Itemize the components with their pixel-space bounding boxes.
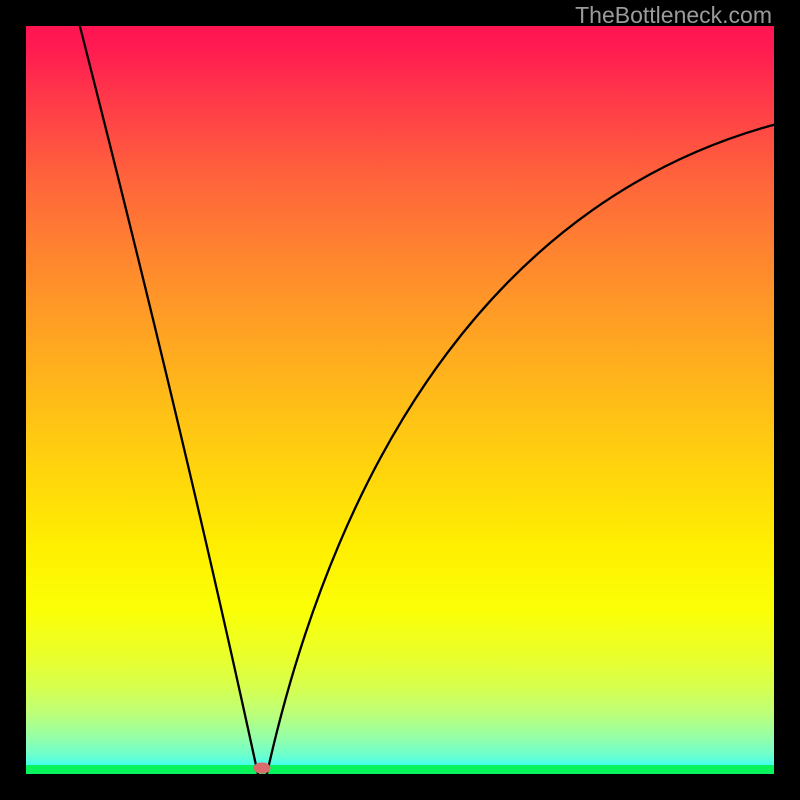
watermark-text: TheBottleneck.com	[575, 2, 772, 29]
chart-stage: TheBottleneck.com	[0, 0, 800, 800]
minimum-marker	[254, 763, 271, 774]
chart-plot-area	[26, 26, 774, 774]
bottleneck-curve	[26, 26, 774, 774]
